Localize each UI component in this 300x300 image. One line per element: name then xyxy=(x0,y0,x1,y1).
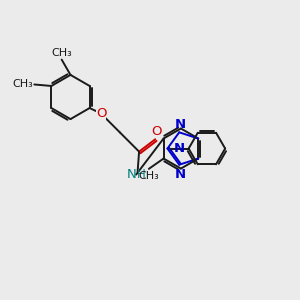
Text: N: N xyxy=(173,142,184,155)
Text: CH₃: CH₃ xyxy=(139,171,159,181)
Text: N: N xyxy=(175,118,186,130)
Text: N: N xyxy=(175,168,186,181)
Text: O: O xyxy=(96,107,106,120)
Text: N: N xyxy=(126,168,136,181)
Text: CH₃: CH₃ xyxy=(12,80,33,89)
Text: H: H xyxy=(137,168,146,181)
Text: CH₃: CH₃ xyxy=(51,48,72,58)
Text: O: O xyxy=(151,125,161,138)
